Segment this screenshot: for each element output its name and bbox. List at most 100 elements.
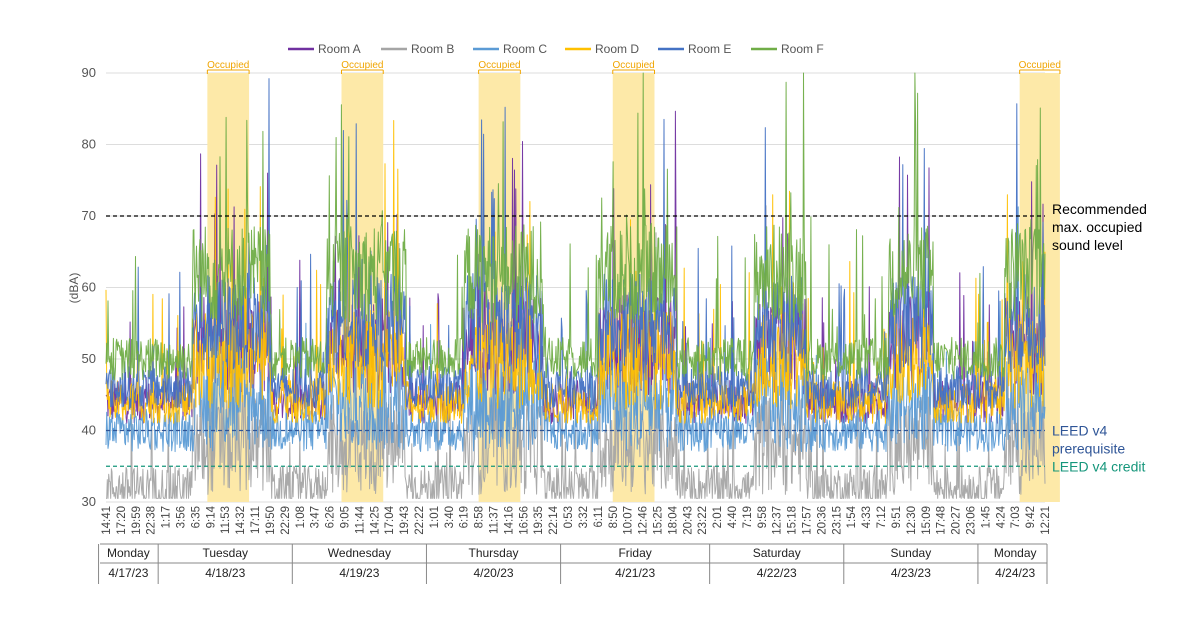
occupied-label: Occupied (207, 60, 249, 71)
x-tick-label: 1:45 (980, 506, 992, 528)
x-tick-label: 7:12 (876, 506, 888, 528)
y-tick-label: 30 (82, 494, 96, 509)
y-axis: (dBA) 30 40 50 60 70 80 90 (67, 65, 96, 509)
x-tick-label: 0:53 (563, 506, 575, 528)
x-tick-label: 17:20 (116, 506, 128, 535)
x-tick-label: 4:24 (995, 505, 1007, 528)
date-label: 4/20/23 (474, 566, 514, 580)
x-tick-label: 6:35 (190, 506, 202, 528)
date-label: 4/24/23 (995, 566, 1035, 580)
day-label: Saturday (753, 546, 801, 560)
day-label: Monday (107, 546, 150, 560)
occupied-label: Occupied (341, 60, 383, 71)
x-tick-label: 19:59 (131, 506, 143, 535)
x-tick-label: 12:30 (906, 506, 918, 535)
x-tick-label: 20:36 (816, 506, 828, 535)
x-tick-label: 9:42 (1025, 506, 1037, 528)
x-tick-label: 22:38 (146, 506, 158, 535)
x-tick-label: 6:26 (325, 506, 337, 528)
legend-label: Room A (318, 42, 361, 56)
x-tick-label: 23:22 (697, 506, 709, 535)
x-tick-label: 3:32 (578, 506, 590, 528)
occupied-label: Occupied (613, 60, 655, 71)
legend-label: Room B (411, 42, 454, 56)
x-tick-label: 9:05 (339, 506, 351, 528)
y-tick-label: 90 (82, 65, 96, 80)
reference-label: prerequisite (1052, 441, 1125, 457)
x-tick-label: 17:57 (802, 506, 814, 535)
x-tick-label: 4:40 (727, 506, 739, 528)
x-tick-label: 2:01 (712, 506, 724, 528)
reference-label: max. occupied (1052, 219, 1142, 235)
x-tick-label: 12:37 (772, 506, 784, 535)
day-label: Sunday (891, 546, 932, 560)
x-tick-label: 3:40 (444, 506, 456, 528)
x-tick-label: 19:50 (265, 506, 277, 535)
legend-label: Room F (781, 42, 824, 56)
x-tick-label: 1:08 (295, 506, 307, 528)
y-axis-title: (dBA) (67, 273, 81, 304)
y-tick-label: 40 (82, 423, 96, 438)
reference-label: LEED v4 (1052, 423, 1107, 439)
x-tick-label: 12:21 (1040, 506, 1052, 535)
x-tick-label: 6:19 (459, 506, 471, 528)
occupied-label: Occupied (478, 60, 520, 71)
x-axis: 14:41 17:20 19:59 22:38 1:17 3:56 6:35 9:14 11:5… (98, 505, 1052, 584)
x-tick-label: 15:18 (787, 506, 799, 535)
x-tick-label: 20:27 (951, 506, 963, 535)
reference-lines: Recommended max. occupied sound level LEED … (106, 201, 1147, 474)
date-label: 4/17/23 (108, 566, 148, 580)
legend: Room A Room B Room C Room D Room E Room F (288, 42, 824, 56)
legend-label: Room E (688, 42, 731, 56)
x-tick-label: 3:56 (176, 506, 188, 528)
x-tick-label: 14:41 (101, 506, 113, 535)
x-tick-label: 19:43 (399, 506, 411, 535)
date-label: 4/22/23 (757, 566, 797, 580)
legend-label: Room D (595, 42, 639, 56)
date-label: 4/23/23 (891, 566, 931, 580)
y-tick-label: 80 (82, 137, 96, 152)
x-tick-label: 22:14 (548, 505, 560, 534)
x-tick-label: 14:32 (235, 506, 247, 535)
occupied-label: Occupied (1019, 60, 1061, 71)
day-label: Thursday (469, 546, 519, 560)
x-tick-label: 7:03 (1010, 506, 1022, 528)
reference-label: sound level (1052, 237, 1123, 253)
x-tick-label: 11:37 (489, 506, 501, 534)
day-label: Friday (618, 546, 651, 560)
x-tick-label: 17:04 (384, 505, 396, 534)
x-tick-label: 19:35 (533, 506, 545, 535)
x-tick-label: 23:06 (965, 506, 977, 535)
series-line-room-f (105, 72, 1046, 381)
x-tick-label: 3:47 (310, 506, 322, 528)
x-tick-label: 22:22 (414, 506, 426, 535)
day-label: Monday (994, 546, 1037, 560)
x-tick-label: 1:17 (161, 506, 173, 528)
date-label: 4/18/23 (205, 566, 245, 580)
x-tick-label: 17:11 (250, 506, 262, 534)
x-tick-label: 1:01 (429, 506, 441, 528)
day-label: Tuesday (202, 546, 248, 560)
day-label: Wednesday (328, 546, 391, 560)
x-tick-label: 9:58 (757, 506, 769, 528)
x-tick-label: 20:43 (682, 506, 694, 535)
x-tick-label: 9:51 (891, 506, 903, 528)
x-tick-label: 8:50 (608, 506, 620, 528)
x-tick-label: 14:16 (503, 506, 515, 535)
reference-label: LEED v4 credit (1052, 458, 1145, 474)
x-tick-label: 12:46 (638, 506, 650, 535)
x-tick-label: 11:53 (220, 506, 232, 534)
x-tick-label: 15:25 (652, 506, 664, 535)
x-tick-label: 22:29 (280, 506, 292, 535)
x-tick-label: 14:25 (369, 506, 381, 535)
date-label: 4/19/23 (339, 566, 379, 580)
x-tick-label: 17:48 (936, 506, 948, 535)
x-tick-label: 4:33 (861, 506, 873, 528)
x-tick-label: 7:19 (742, 506, 754, 528)
y-tick-label: 70 (82, 208, 96, 223)
x-tick-label: 9:14 (205, 505, 217, 528)
x-tick-label: 18:04 (667, 505, 679, 534)
y-tick-label: 60 (82, 280, 96, 295)
date-label: 4/21/23 (615, 566, 655, 580)
